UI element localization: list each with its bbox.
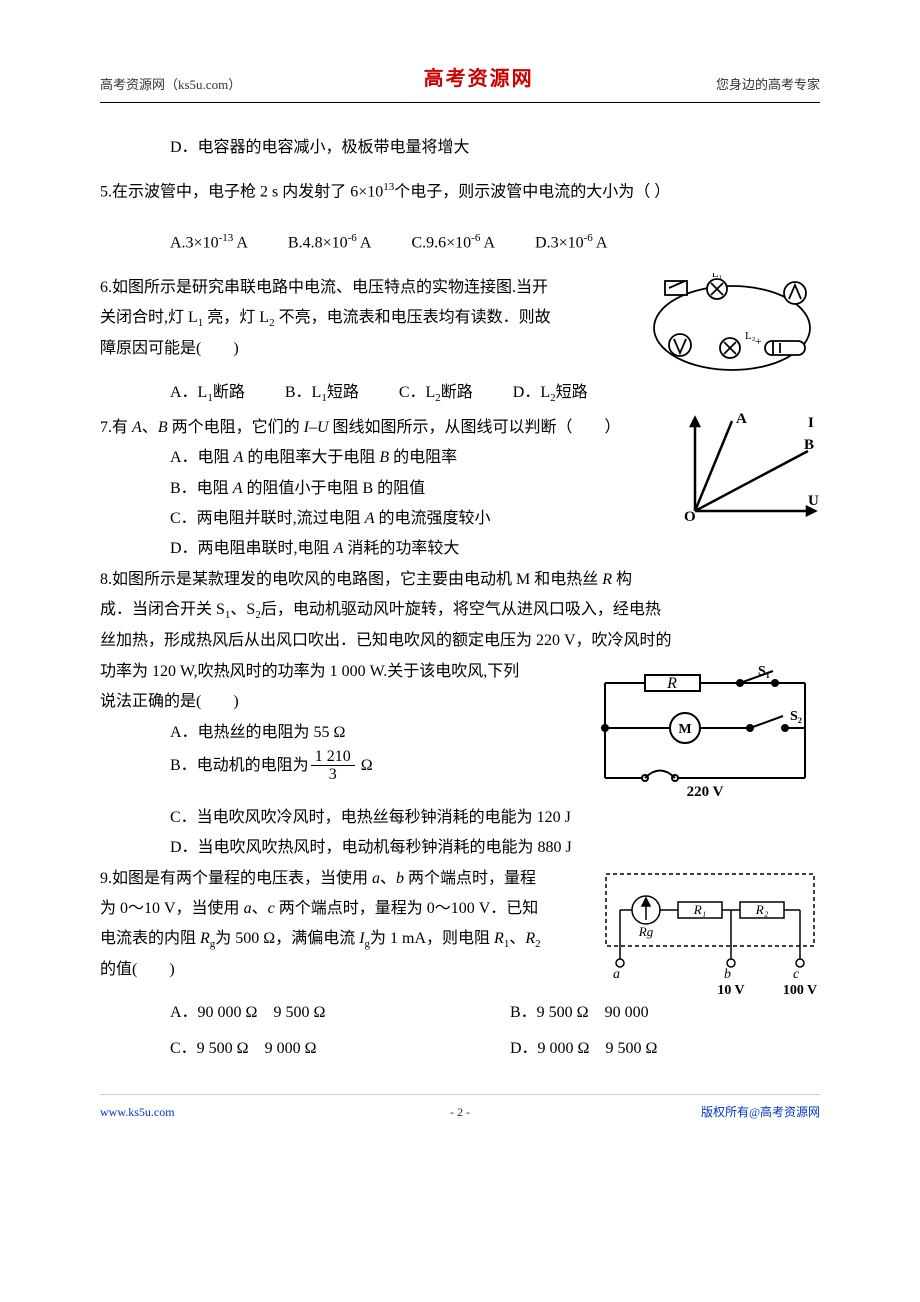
q9-opt-c: C．9 500 Ω 9 000 Ω bbox=[170, 1034, 480, 1064]
q6-block: L₁ L₂ + 6.如图所示是研究串联电路中电流、电压特点的实物连接图.当开 关… bbox=[100, 273, 820, 409]
q6-options: A．L1断路 B．L1短路 C．L2断路 D．L2短路 bbox=[100, 378, 820, 409]
page-content: D．电容器的电容减小，极板带电量将增大 5.在示波管中，电子枪 2 s 内发射了… bbox=[100, 133, 820, 1064]
svg-text:L₁: L₁ bbox=[712, 273, 723, 280]
q8-line3: 丝加热，形成热风后从出风口吹出．已知电吹风的额定电压为 220 V，吹冷风时的 bbox=[100, 626, 820, 656]
svg-text:b: b bbox=[724, 967, 731, 982]
q8-line1: 8.如图所示是某款理发的电吹风的电路图，它主要由电动机 M 和电热丝 R 构 bbox=[100, 565, 820, 595]
svg-text:R₂: R₂ bbox=[755, 902, 769, 917]
q7-block: I U O A B 7.有 A、B 两个电阻，它们的 I–U 图线如图所示，从图… bbox=[100, 413, 820, 565]
footer-right: 版权所有@高考资源网 bbox=[701, 1101, 820, 1124]
svg-text:a: a bbox=[613, 967, 620, 982]
svg-text:R: R bbox=[666, 675, 677, 692]
svg-text:R₁: R₁ bbox=[693, 902, 706, 917]
q9-options: A．90 000 Ω 9 500 Ω B．9 500 Ω 90 000 C．9 … bbox=[100, 998, 820, 1065]
q5-stem-a: 5.在示波管中，电子枪 2 s 内发射了 6×10 bbox=[100, 184, 383, 201]
q7-opt-d: D．两电阻串联时,电阻 A 消耗的功率较大 bbox=[100, 534, 820, 564]
q5-options: A.3×10-13 A B.4.8×10-6 A C.9.6×10-6 A D.… bbox=[100, 228, 820, 259]
q6-opt-d: D．L2短路 bbox=[513, 378, 588, 409]
q5-stem-sup: 13 bbox=[383, 181, 394, 193]
footer-left: www.ks5u.com bbox=[100, 1101, 175, 1124]
q5-opt-b: B.4.8×10-6 A bbox=[288, 228, 372, 259]
header-center: 高考资源网 bbox=[424, 60, 534, 98]
q5-opt-c: C.9.6×10-6 A bbox=[411, 228, 495, 259]
footer-page: - 2 - bbox=[450, 1101, 470, 1124]
q8-figure: R S₁ S₂ M 220 V bbox=[590, 663, 820, 803]
q5-opt-d: D.3×10-6 A bbox=[535, 228, 607, 259]
q8-block: 8.如图所示是某款理发的电吹风的电路图，它主要由电动机 M 和电热丝 R 构 成… bbox=[100, 565, 820, 864]
svg-text:100 V: 100 V bbox=[783, 983, 817, 998]
q5-stem: 5.在示波管中，电子枪 2 s 内发射了 6×1013个电子，则示波管中电流的大… bbox=[100, 177, 820, 208]
page-footer: www.ks5u.com - 2 - 版权所有@高考资源网 bbox=[100, 1094, 820, 1124]
svg-text:I: I bbox=[808, 415, 814, 431]
svg-text:Rg: Rg bbox=[638, 924, 654, 939]
svg-text:+: + bbox=[755, 334, 762, 348]
header-right: 您身边的高考专家 bbox=[716, 73, 820, 98]
q6-opt-a: A．L1断路 bbox=[170, 378, 245, 409]
q8-opt-c: C．当电吹风吹冷风时，电热丝每秒钟消耗的电能为 120 J bbox=[100, 803, 820, 833]
svg-text:O: O bbox=[684, 509, 696, 523]
q9-block: Rg R₁ R₂ a b c 10 V 100 V 9.如图是有两个量程的电压表… bbox=[100, 864, 820, 1065]
q6-opt-c: C．L2断路 bbox=[399, 378, 473, 409]
svg-text:M: M bbox=[678, 722, 691, 737]
q9-opt-b: B．9 500 Ω 90 000 bbox=[510, 998, 820, 1028]
svg-text:c: c bbox=[793, 967, 800, 982]
q4-option-d: D．电容器的电容减小，极板带电量将增大 bbox=[100, 133, 820, 163]
q7-figure: I U O A B bbox=[680, 413, 820, 523]
q8-circuit-icon: R S₁ S₂ M 220 V bbox=[590, 663, 820, 803]
q9-circuit-icon: Rg R₁ R₂ a b c 10 V 100 V bbox=[600, 868, 820, 998]
q5-opt-a: A.3×10-13 A bbox=[170, 228, 248, 259]
header-left: 高考资源网（ks5u.com） bbox=[100, 73, 241, 98]
q9-figure: Rg R₁ R₂ a b c 10 V 100 V bbox=[600, 868, 820, 998]
q9-opt-a: A．90 000 Ω 9 500 Ω bbox=[170, 998, 480, 1028]
q6-opt-b: B．L1短路 bbox=[285, 378, 359, 409]
q6-figure: L₁ L₂ + bbox=[645, 273, 820, 378]
svg-text:S₁: S₁ bbox=[758, 664, 770, 679]
svg-text:U: U bbox=[808, 493, 819, 509]
svg-text:A: A bbox=[736, 413, 747, 427]
q6-circuit-icon: L₁ L₂ + bbox=[645, 273, 820, 378]
fraction-icon: 1 2103 bbox=[311, 748, 355, 784]
svg-text:S₂: S₂ bbox=[790, 709, 802, 724]
q9-opt-d: D．9 000 Ω 9 500 Ω bbox=[510, 1034, 820, 1064]
q7-graph-icon: I U O A B bbox=[680, 413, 820, 523]
q5-stem-b: 个电子，则示波管中电流的大小为（ ） bbox=[394, 184, 670, 201]
q8-opt-d: D．当电吹风吹热风时，电动机每秒钟消耗的电能为 880 J bbox=[100, 833, 820, 863]
svg-text:B: B bbox=[804, 437, 814, 453]
page-header: 高考资源网（ks5u.com） 高考资源网 您身边的高考专家 bbox=[100, 60, 820, 103]
svg-text:10 V: 10 V bbox=[717, 983, 744, 998]
svg-text:220 V: 220 V bbox=[687, 784, 724, 800]
q8-line2: 成．当闭合开关 S1、S2后，电动机驱动风叶旋转，将空气从进风口吸入，经电热 bbox=[100, 595, 820, 626]
